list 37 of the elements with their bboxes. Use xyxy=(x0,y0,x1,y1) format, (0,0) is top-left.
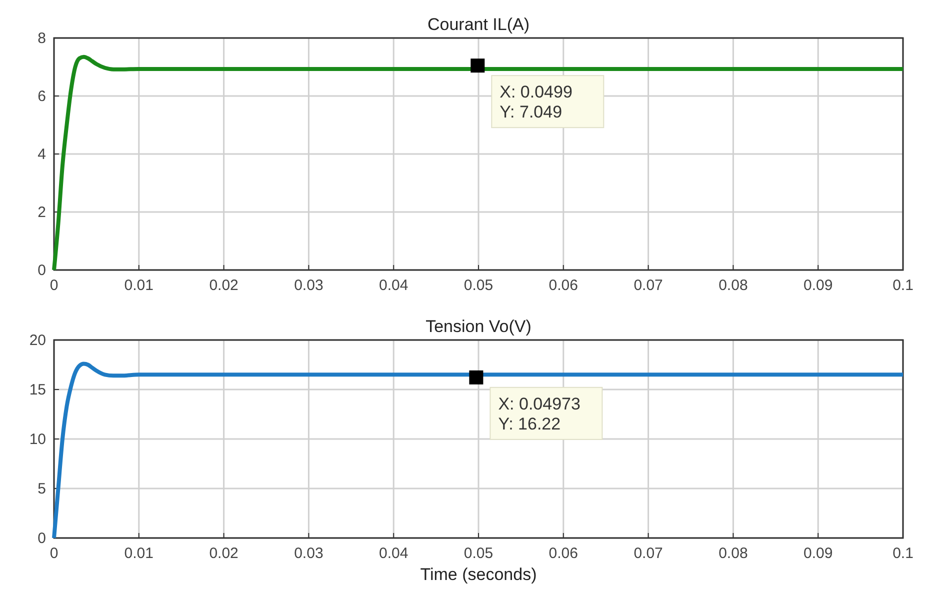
y-tick-label: 6 xyxy=(38,88,46,105)
x-tick-label: 0 xyxy=(50,545,58,562)
x-tick-label: 0.05 xyxy=(464,545,494,562)
x-tick-label: 0.02 xyxy=(209,277,238,294)
x-tick-label: 0.09 xyxy=(804,545,833,562)
x-tick-label: 0.06 xyxy=(548,277,578,294)
y-tick-label: 15 xyxy=(29,382,46,398)
chart-title: Courant IL(A) xyxy=(427,15,530,34)
y-tick-label: 2 xyxy=(38,204,46,221)
x-tick-label: 0.01 xyxy=(124,277,154,294)
annotation: X: 0.04973 Y: 16.22 xyxy=(498,394,580,434)
y-tick-label: 4 xyxy=(38,146,46,163)
x-tick-label: 0.05 xyxy=(464,277,494,294)
y-tick-label: 0 xyxy=(38,262,46,279)
y-tick-label: 20 xyxy=(29,332,46,349)
chart-title: Tension Vo(V) xyxy=(426,317,532,336)
annotation: X: 0.0499 Y: 7.049 xyxy=(500,82,572,122)
x-tick-label: 0.09 xyxy=(804,277,833,294)
y-tick-label: 0 xyxy=(38,530,46,547)
x-tick-label: 0.08 xyxy=(718,277,748,294)
x-tick-label: 0.03 xyxy=(294,545,324,562)
x-axis-title: Time (seconds) xyxy=(420,565,537,584)
y-tick-label: 10 xyxy=(29,431,46,448)
x-tick-label: 0.04 xyxy=(379,545,408,562)
x-tick-label: 0.1 xyxy=(892,545,914,562)
y-tick-label: 5 xyxy=(38,480,46,498)
x-tick-label: 0.08 xyxy=(718,545,748,562)
x-tick-label: 0.07 xyxy=(634,277,663,294)
x-tick-label: 0.03 xyxy=(294,277,324,294)
x-tick-label: 0.1 xyxy=(892,277,914,294)
x-tick-label: 0.06 xyxy=(548,545,578,562)
x-tick-label: 0.07 xyxy=(634,545,663,562)
x-tick-label: 0.02 xyxy=(209,545,238,562)
y-tick-label: 8 xyxy=(38,30,46,47)
x-tick-label: 0.04 xyxy=(379,277,408,294)
x-tick-label: 0 xyxy=(50,277,58,294)
x-tick-label: 0.01 xyxy=(124,545,154,562)
